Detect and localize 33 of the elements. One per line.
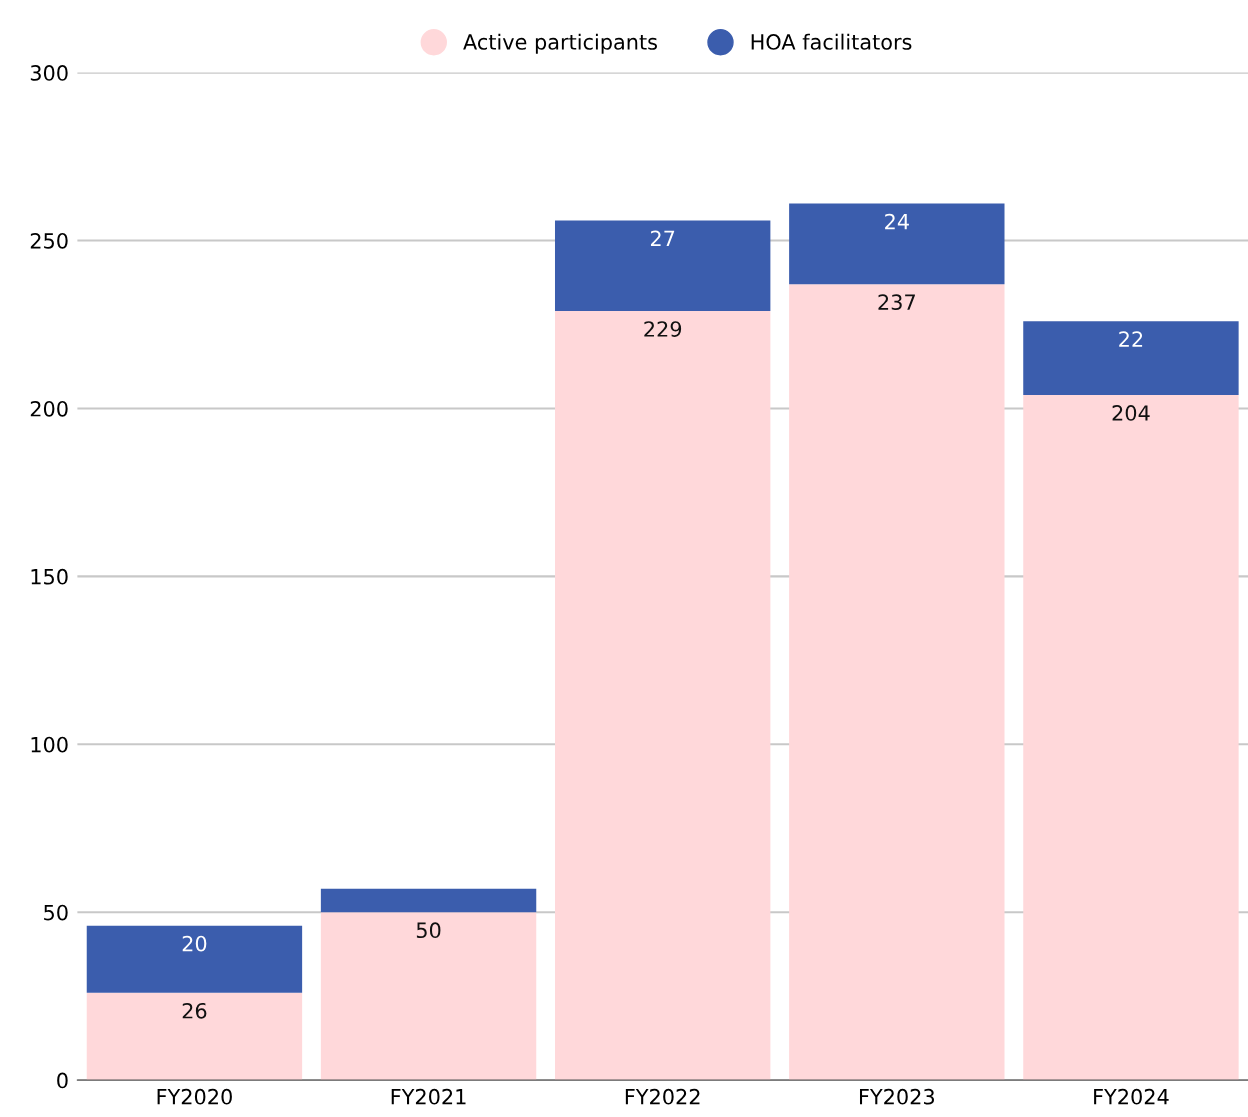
bar [320,888,537,913]
data-label: 20 [182,935,207,952]
bar [554,311,771,1081]
data-label: 22 [1119,331,1143,347]
x-tick-label: FY2020 [157,1088,232,1105]
x-tick-label: FY2023 [859,1088,935,1105]
data-label: 24 [885,213,909,230]
legend-label: HOA facilitators [751,33,912,50]
bar [86,925,303,993]
bar [554,220,771,312]
bar [789,284,1005,1081]
y-tick-label: 250 [30,232,68,249]
bar [789,203,1005,285]
data-label: 229 [644,321,682,337]
x-tick-label: FY2024 [1094,1088,1169,1105]
data-label: 204 [1112,405,1150,421]
legend-label: Active participants [463,33,657,54]
data-label: 50 [416,922,441,939]
y-tick-label: 100 [31,736,68,753]
bar [86,992,303,1081]
y-tick-label: 200 [30,400,68,417]
y-tick-label: 150 [31,568,68,585]
y-tick-label: 50 [44,904,68,921]
data-label: 237 [878,294,915,311]
y-tick-label: 300 [30,65,68,81]
data-label: 26 [182,1002,207,1019]
x-tick-label: FY2022 [625,1088,700,1105]
data-label: 27 [650,230,675,246]
y-tick-label: 0 [57,1072,68,1089]
bar [320,912,537,1081]
bar [1023,395,1239,1081]
x-tick-label: FY2021 [391,1088,466,1105]
bar [1023,321,1239,396]
